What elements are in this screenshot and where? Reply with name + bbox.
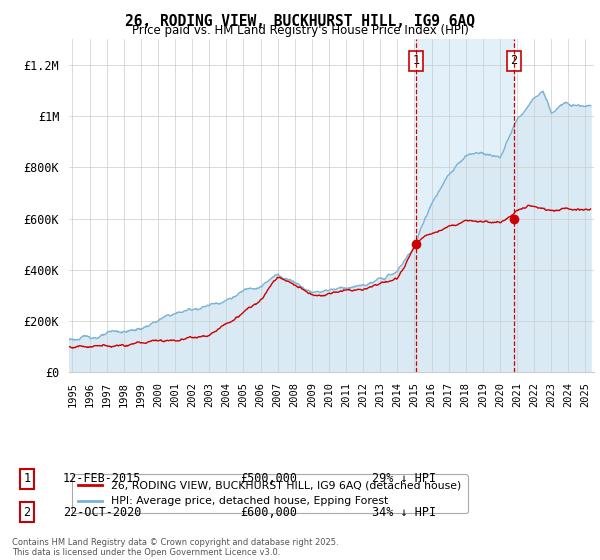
Text: 29% ↓ HPI: 29% ↓ HPI (372, 472, 436, 486)
Text: £500,000: £500,000 (240, 472, 297, 486)
Text: 2: 2 (23, 506, 31, 519)
Text: 22-OCT-2020: 22-OCT-2020 (63, 506, 142, 519)
Text: Price paid vs. HM Land Registry's House Price Index (HPI): Price paid vs. HM Land Registry's House … (131, 24, 469, 37)
Text: 2: 2 (510, 54, 517, 68)
Text: 26, RODING VIEW, BUCKHURST HILL, IG9 6AQ: 26, RODING VIEW, BUCKHURST HILL, IG9 6AQ (125, 14, 475, 29)
Bar (416, 39, 514, 372)
Text: 1: 1 (23, 472, 31, 486)
Text: £600,000: £600,000 (240, 506, 297, 519)
Legend: 26, RODING VIEW, BUCKHURST HILL, IG9 6AQ (detached house), HPI: Average price, d: 26, RODING VIEW, BUCKHURST HILL, IG9 6AQ… (72, 474, 467, 513)
Text: 34% ↓ HPI: 34% ↓ HPI (372, 506, 436, 519)
Text: 1: 1 (413, 54, 420, 68)
Text: Contains HM Land Registry data © Crown copyright and database right 2025.
This d: Contains HM Land Registry data © Crown c… (12, 538, 338, 557)
Text: 12-FEB-2015: 12-FEB-2015 (63, 472, 142, 486)
